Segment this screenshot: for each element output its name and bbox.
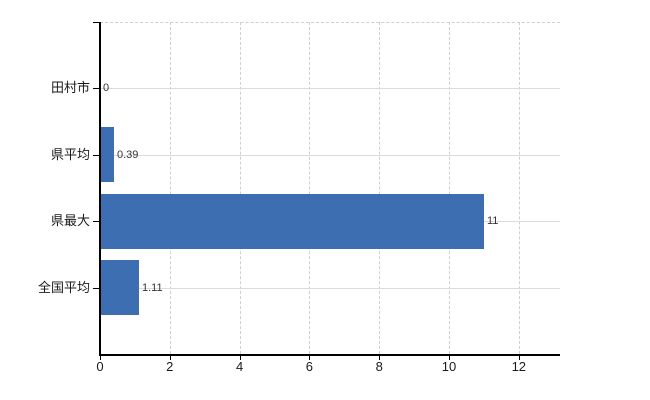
bar: [100, 127, 114, 182]
value-label: 11: [487, 215, 499, 228]
value-label: 0.39: [117, 148, 139, 161]
x-axis-tick: [449, 354, 450, 360]
x-axis-tick-label: 8: [375, 359, 383, 374]
y-axis-tick: [93, 154, 100, 156]
category-label: 県平均: [50, 146, 90, 162]
x-axis-tick: [518, 354, 520, 360]
bar: [100, 260, 139, 315]
x-axis-tick-label: 0: [96, 359, 104, 374]
vertical-gridline: [379, 22, 381, 354]
value-label: 1.11: [142, 281, 163, 294]
x-axis-tick: [100, 354, 101, 360]
x-axis-tick-label: 12: [511, 359, 527, 374]
y-axis-tick: [93, 88, 100, 90]
y-axis-tick: [93, 287, 100, 289]
x-axis-tick-label: 4: [235, 359, 244, 374]
x-axis-line: [99, 354, 560, 356]
y-axis-tick: [93, 221, 100, 223]
horizontal-gridline: [100, 88, 560, 90]
vertical-gridline: [518, 22, 520, 354]
category-label: 県最大: [50, 213, 90, 229]
bar: [100, 194, 484, 249]
y-axis-line: [99, 22, 101, 354]
vertical-gridline: [239, 22, 241, 354]
vertical-gridline: [449, 22, 450, 354]
x-axis-tick-label: 6: [305, 359, 313, 374]
category-label: 田村市: [50, 80, 90, 96]
x-axis-tick-label: 10: [441, 359, 457, 374]
plot-top-border: [100, 22, 560, 23]
x-axis-tick: [169, 354, 171, 360]
value-label: 0: [103, 82, 110, 95]
vertical-gridline: [309, 22, 311, 354]
horizontal-gridline: [100, 154, 560, 156]
x-axis-tick: [239, 354, 241, 360]
x-axis-tick: [309, 354, 311, 360]
x-axis-tick-label: 2: [166, 359, 174, 374]
y-axis-tick: [93, 22, 100, 23]
category-label: 全国平均: [37, 279, 90, 295]
horizontal-gridline: [100, 287, 560, 289]
vertical-gridline: [169, 22, 171, 354]
x-axis-tick: [379, 354, 381, 360]
